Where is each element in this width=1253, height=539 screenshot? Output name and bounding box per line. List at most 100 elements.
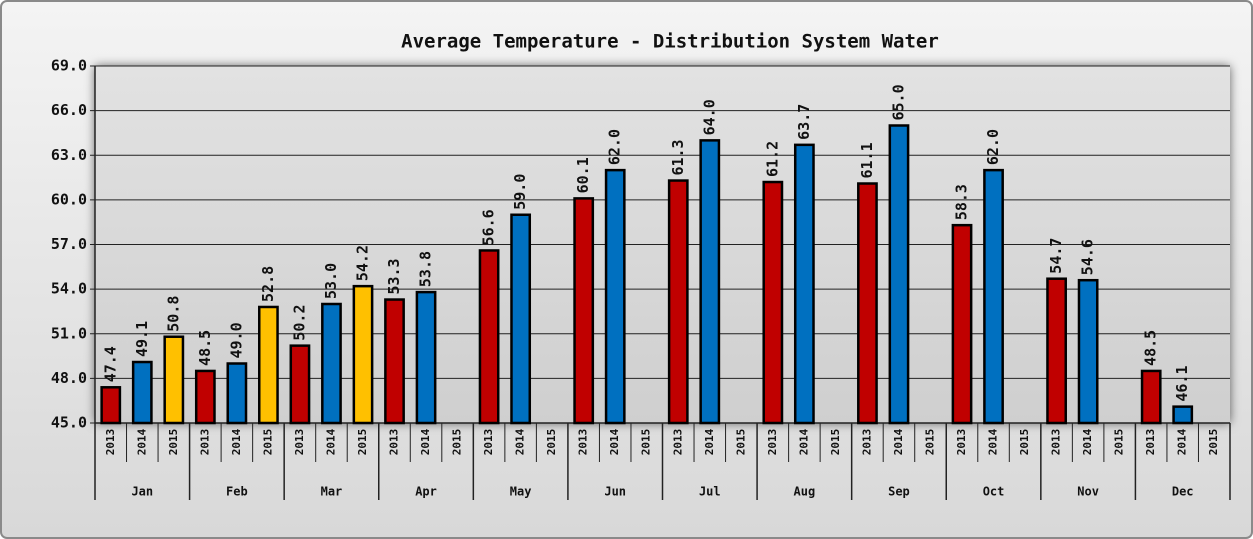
bar xyxy=(384,298,405,425)
year-label: 2013 xyxy=(1050,429,1063,456)
bar xyxy=(604,168,626,425)
bar xyxy=(699,139,721,425)
bar xyxy=(573,197,595,425)
year-label: 2013 xyxy=(198,429,211,456)
year-label: 2015 xyxy=(356,429,369,456)
data-label: 53.0 xyxy=(322,263,340,299)
data-label: 53.8 xyxy=(417,251,435,287)
year-label: 2014 xyxy=(419,428,432,455)
data-label: 60.1 xyxy=(574,157,592,193)
bar xyxy=(667,179,689,425)
data-label: 48.5 xyxy=(196,330,214,366)
year-label: 2014 xyxy=(1081,428,1094,455)
year-label: 2014 xyxy=(1176,428,1189,455)
data-label: 62.0 xyxy=(606,129,624,165)
year-label: 2014 xyxy=(892,428,905,455)
year-label: 2013 xyxy=(577,429,590,456)
data-label: 53.3 xyxy=(385,258,403,294)
year-label: 2015 xyxy=(1018,429,1031,456)
year-label: 2015 xyxy=(545,429,558,456)
bar xyxy=(289,344,311,425)
year-label: 2013 xyxy=(104,429,117,456)
year-label: 2013 xyxy=(671,429,684,456)
bar xyxy=(258,305,279,425)
data-label: 54.7 xyxy=(1047,238,1065,274)
bar xyxy=(194,369,216,425)
y-tick-label: 45.0 xyxy=(51,414,87,432)
year-label: 2014 xyxy=(324,428,337,455)
bar xyxy=(793,143,815,425)
data-label: 61.2 xyxy=(763,141,781,177)
data-label: 46.1 xyxy=(1173,366,1191,402)
x-tick-label: Nov xyxy=(1077,485,1099,499)
year-label: 2013 xyxy=(766,429,779,456)
data-label: 52.8 xyxy=(259,266,277,302)
data-label: 49.1 xyxy=(133,321,151,357)
y-tick-label: 60.0 xyxy=(51,190,87,208)
year-label: 2013 xyxy=(482,429,495,456)
bar xyxy=(888,124,910,425)
year-label: 2015 xyxy=(923,429,936,456)
year-label: 2013 xyxy=(388,429,401,456)
year-label: 2014 xyxy=(608,428,621,455)
year-label: 2013 xyxy=(860,429,873,456)
x-tick-label: Sep xyxy=(888,485,910,499)
x-tick-label: Apr xyxy=(415,485,437,499)
y-tick-label: 69.0 xyxy=(51,57,87,75)
bar xyxy=(951,223,973,425)
x-tick-label: Feb xyxy=(226,485,248,499)
data-label: 61.3 xyxy=(669,139,687,175)
year-label: 2014 xyxy=(797,428,810,455)
x-tick-label: Aug xyxy=(794,485,816,499)
year-label: 2013 xyxy=(1144,429,1157,456)
x-tick-label: Mar xyxy=(321,485,343,499)
data-label: 59.0 xyxy=(511,174,529,210)
x-tick-label: Jan xyxy=(131,485,153,499)
year-label: 2015 xyxy=(640,429,653,456)
year-label: 2014 xyxy=(703,428,716,455)
chart-title: Average Temperature - Distribution Syste… xyxy=(401,31,939,53)
data-label: 54.6 xyxy=(1079,239,1097,275)
data-label: 64.0 xyxy=(700,99,718,135)
bar xyxy=(100,386,122,425)
x-tick-label: Jul xyxy=(699,485,721,499)
year-label: 2015 xyxy=(829,429,842,456)
bar xyxy=(510,213,532,425)
y-tick-label: 57.0 xyxy=(51,235,87,253)
bar xyxy=(163,335,185,425)
data-label: 58.3 xyxy=(953,184,971,220)
year-label: 2015 xyxy=(734,429,747,456)
bar xyxy=(857,182,878,425)
data-label: 50.2 xyxy=(290,305,308,341)
year-label: 2013 xyxy=(955,429,968,456)
data-label: 65.0 xyxy=(889,84,907,120)
y-tick-label: 66.0 xyxy=(51,101,87,119)
y-tick-label: 54.0 xyxy=(51,280,87,298)
year-label: 2014 xyxy=(514,428,527,455)
data-label: 61.1 xyxy=(858,142,876,178)
data-label: 50.8 xyxy=(164,296,182,332)
data-label: 63.7 xyxy=(795,104,813,140)
year-label: 2013 xyxy=(293,429,306,456)
year-label: 2014 xyxy=(135,428,148,455)
bar xyxy=(1077,278,1099,425)
bar xyxy=(415,290,437,425)
bar xyxy=(983,168,1004,425)
y-tick-label: 48.0 xyxy=(51,369,87,387)
y-tick-label: 51.0 xyxy=(51,324,87,342)
data-label: 56.6 xyxy=(480,209,498,245)
bar xyxy=(1172,405,1194,425)
data-label: 54.2 xyxy=(353,245,371,281)
year-label: 2015 xyxy=(167,429,180,456)
data-label: 48.5 xyxy=(1142,330,1160,366)
bar xyxy=(478,249,500,425)
year-label: 2015 xyxy=(1207,429,1220,456)
x-tick-label: May xyxy=(510,485,532,499)
bar xyxy=(321,302,342,425)
year-label: 2015 xyxy=(451,429,464,456)
bar xyxy=(352,284,374,425)
y-tick-label: 63.0 xyxy=(51,146,87,164)
year-label: 2014 xyxy=(987,428,1000,455)
x-tick-label: Dec xyxy=(1172,485,1194,499)
